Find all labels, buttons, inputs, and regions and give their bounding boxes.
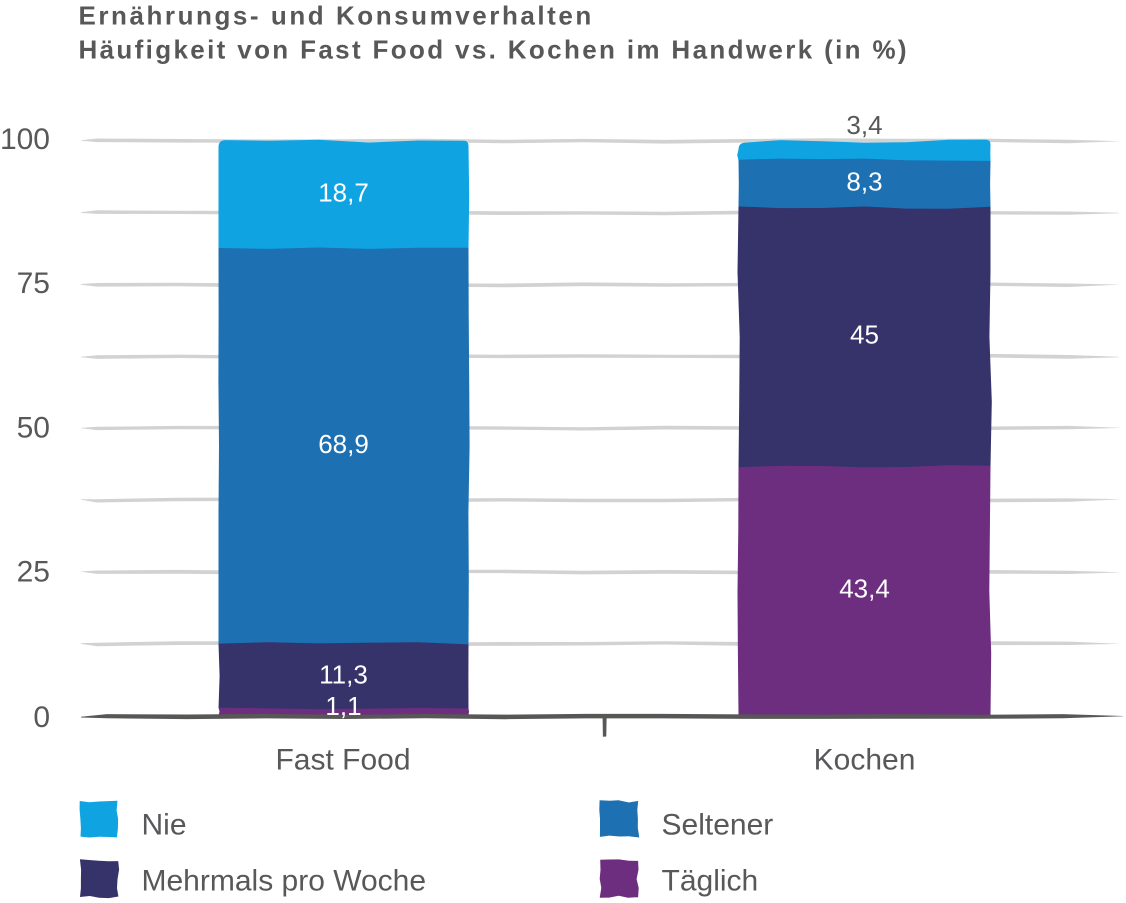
svg-text:0: 0: [33, 701, 50, 734]
svg-text:45: 45: [850, 320, 879, 350]
svg-text:Täglich: Täglich: [662, 865, 759, 898]
svg-text:Nie: Nie: [142, 809, 187, 842]
svg-text:Kochen: Kochen: [814, 744, 916, 777]
svg-text:3,4: 3,4: [846, 110, 882, 140]
svg-text:Ernährungs- und Konsumverhalte: Ernährungs- und Konsumverhalten: [79, 1, 594, 31]
svg-text:11,3: 11,3: [319, 660, 368, 690]
svg-text:Seltener: Seltener: [662, 809, 774, 842]
svg-text:8,3: 8,3: [846, 167, 882, 197]
svg-text:43,4: 43,4: [839, 574, 890, 604]
svg-text:75: 75: [17, 267, 50, 300]
svg-text:Fast Food: Fast Food: [275, 744, 410, 777]
svg-text:50: 50: [17, 411, 50, 444]
svg-text:25: 25: [17, 555, 50, 588]
svg-text:Häufigkeit von Fast Food vs. K: Häufigkeit von Fast Food vs. Kochen im H…: [79, 35, 909, 65]
svg-text:1,1: 1,1: [325, 691, 361, 721]
svg-text:68,9: 68,9: [318, 429, 369, 459]
svg-text:100: 100: [0, 123, 50, 156]
svg-text:18,7: 18,7: [318, 178, 369, 208]
svg-text:Mehrmals pro Woche: Mehrmals pro Woche: [142, 865, 427, 898]
